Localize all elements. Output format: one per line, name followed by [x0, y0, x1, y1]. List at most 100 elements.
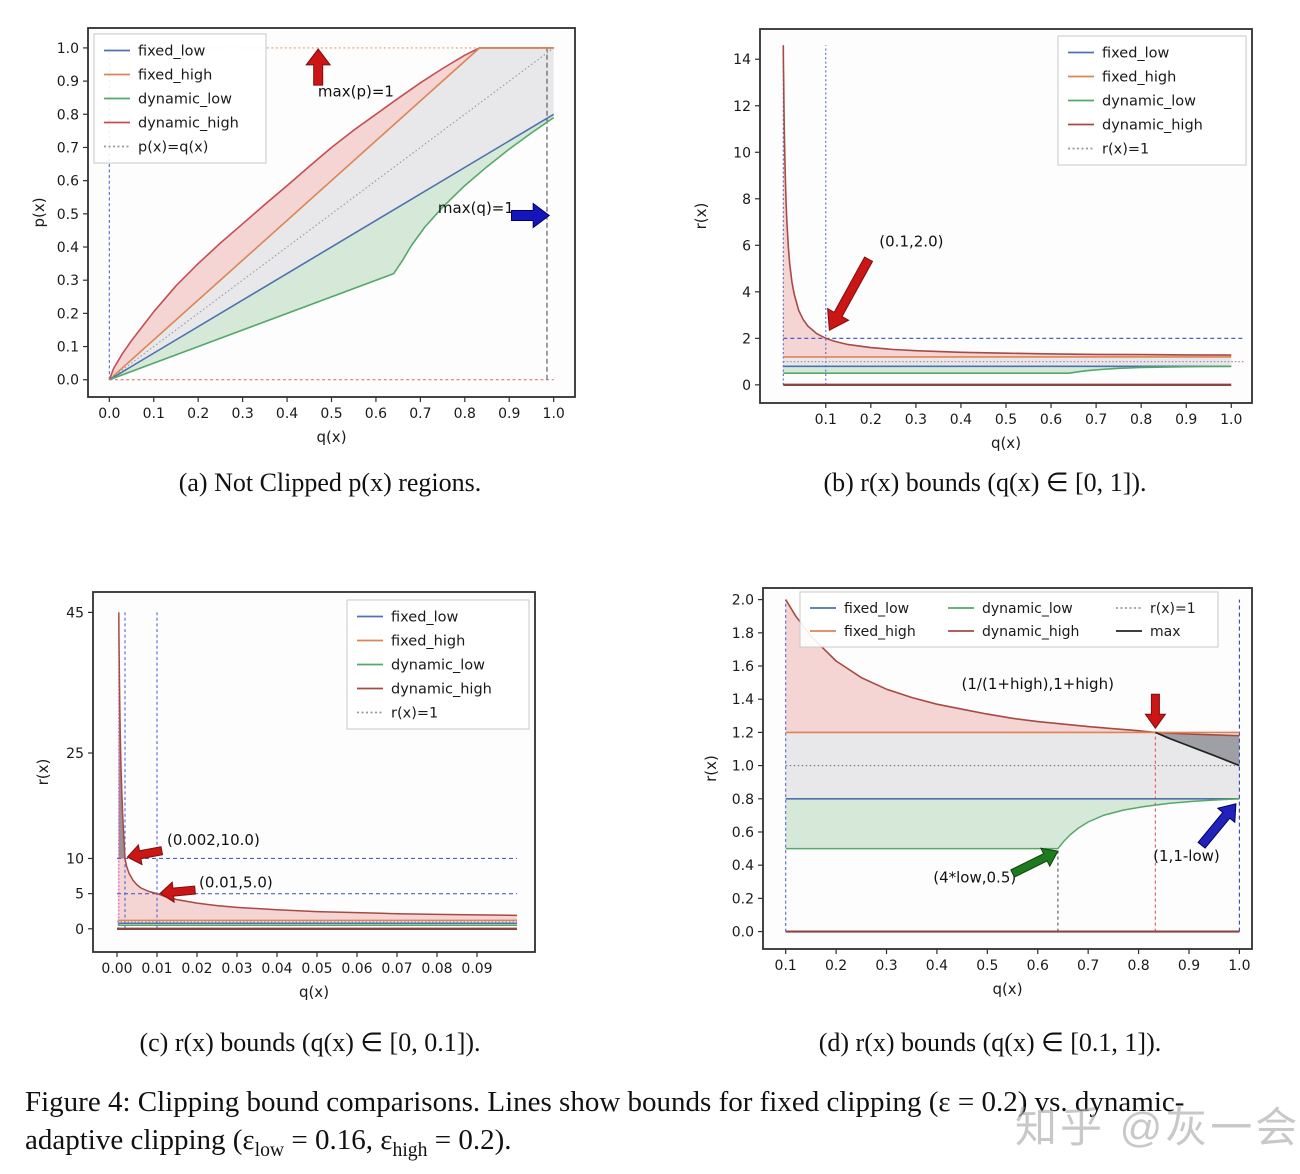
svg-text:1.4: 1.4	[732, 692, 754, 708]
svg-text:0.7: 0.7	[57, 140, 79, 156]
svg-text:p(x)=q(x): p(x)=q(x)	[138, 140, 208, 156]
svg-text:0.5: 0.5	[976, 958, 998, 974]
svg-text:0.03: 0.03	[221, 961, 252, 977]
svg-text:0.7: 0.7	[1077, 958, 1099, 974]
svg-text:fixed_low: fixed_low	[844, 601, 909, 617]
svg-text:0.4: 0.4	[926, 958, 948, 974]
svg-text:p(x): p(x)	[30, 197, 48, 227]
svg-text:0.01: 0.01	[141, 961, 172, 977]
svg-text:0.08: 0.08	[421, 961, 452, 977]
svg-text:0.8: 0.8	[732, 792, 754, 808]
svg-text:0.02: 0.02	[181, 961, 212, 977]
svg-text:dynamic_low: dynamic_low	[1102, 94, 1196, 110]
svg-text:q(x): q(x)	[991, 434, 1021, 452]
svg-text:0.04: 0.04	[261, 961, 292, 977]
svg-text:fixed_high: fixed_high	[391, 634, 465, 650]
svg-text:12: 12	[733, 99, 751, 115]
svg-text:fixed_high: fixed_high	[138, 68, 212, 84]
plot-d-rx-bounds-01-1: 0.1 0.2 0.3 0.4 0.5 0.6 0.7 0.8 0.9 1.0 0.0 0.2 0.4 0…	[702, 587, 1253, 998]
svg-text:(1/(1+high),1+high): (1/(1+high),1+high)	[962, 675, 1114, 693]
svg-text:0.4: 0.4	[950, 412, 972, 428]
svg-text:0.4: 0.4	[276, 406, 298, 422]
svg-text:0.0: 0.0	[98, 406, 120, 422]
svg-text:fixed_low: fixed_low	[1102, 46, 1170, 62]
svg-text:10: 10	[733, 145, 751, 161]
svg-text:0.07: 0.07	[381, 961, 412, 977]
svg-text:0.3: 0.3	[905, 412, 927, 428]
svg-text:r(x): r(x)	[692, 203, 710, 230]
svg-text:q(x): q(x)	[316, 428, 346, 446]
svg-text:0.00: 0.00	[101, 961, 132, 977]
svg-text:0.4: 0.4	[57, 240, 79, 256]
svg-text:0.1: 0.1	[143, 406, 165, 422]
svg-text:0.5: 0.5	[320, 406, 342, 422]
svg-text:r(x)=1: r(x)=1	[391, 706, 438, 722]
svg-text:max(q)=1: max(q)=1	[438, 199, 514, 217]
svg-text:0.1: 0.1	[775, 958, 797, 974]
svg-text:0.06: 0.06	[341, 961, 372, 977]
svg-text:0.1: 0.1	[815, 412, 837, 428]
svg-text:0.09: 0.09	[461, 961, 492, 977]
figure-caption-line1: Figure 4: Clipping bound comparisons. Li…	[25, 1086, 1185, 1118]
svg-text:0: 0	[75, 922, 84, 938]
svg-text:1.0: 1.0	[1220, 412, 1242, 428]
svg-text:0.8: 0.8	[57, 107, 79, 123]
svg-text:1.6: 1.6	[732, 659, 754, 675]
svg-text:max(p)=1: max(p)=1	[318, 83, 394, 101]
svg-text:dynamic_high: dynamic_high	[982, 624, 1079, 640]
svg-text:2.0: 2.0	[732, 593, 754, 609]
svg-text:0: 0	[742, 378, 751, 394]
svg-text:0.7: 0.7	[409, 406, 431, 422]
svg-text:0.2: 0.2	[57, 306, 79, 322]
watermark: 知乎 @灰一会	[1015, 1104, 1300, 1151]
svg-text:fixed_low: fixed_low	[138, 44, 206, 60]
svg-text:0.9: 0.9	[498, 406, 520, 422]
svg-text:fixed_low: fixed_low	[391, 610, 459, 626]
svg-text:0.6: 0.6	[1040, 412, 1062, 428]
svg-text:fixed_high: fixed_high	[1102, 70, 1176, 86]
svg-text:5: 5	[75, 887, 84, 903]
plot-b-rx-bounds-0-1: 0.1 0.2 0.3 0.4 0.5 0.6 0.7 0.8 0.9 1.0 0 2 4 6 8 10 12 1…	[692, 28, 1253, 452]
svg-text:dynamic_low: dynamic_low	[138, 92, 232, 108]
svg-text:0.6: 0.6	[365, 406, 387, 422]
svg-text:1.2: 1.2	[732, 725, 754, 741]
svg-text:4: 4	[742, 285, 751, 301]
svg-text:dynamic_low: dynamic_low	[391, 658, 485, 674]
svg-text:14: 14	[733, 52, 751, 68]
svg-text:0.1: 0.1	[57, 340, 79, 356]
subcaption-c: (c) r(x) bounds (q(x) ∈ [0, 0.1]).	[139, 1028, 481, 1057]
svg-text:0.0: 0.0	[732, 925, 754, 941]
svg-text:1.0: 1.0	[57, 41, 79, 57]
svg-text:max: max	[1150, 624, 1181, 640]
svg-text:dynamic_high: dynamic_high	[1102, 118, 1203, 134]
svg-text:r(x)=1: r(x)=1	[1102, 142, 1149, 158]
svg-text:0.8: 0.8	[1127, 958, 1149, 974]
svg-text:1.8: 1.8	[732, 626, 754, 642]
svg-text:0.0: 0.0	[57, 373, 79, 389]
svg-text:0.6: 0.6	[732, 825, 754, 841]
svg-text:fixed_high: fixed_high	[844, 624, 916, 640]
svg-text:0.2: 0.2	[860, 412, 882, 428]
svg-text:q(x): q(x)	[299, 983, 329, 1001]
svg-text:10: 10	[66, 851, 84, 867]
svg-text:0.7: 0.7	[1085, 412, 1107, 428]
svg-text:0.3: 0.3	[57, 273, 79, 289]
subcaption-a: (a) Not Clipped p(x) regions.	[178, 468, 482, 497]
svg-text:25: 25	[66, 746, 84, 762]
svg-text:0.05: 0.05	[301, 961, 332, 977]
subcaption-b: (b) r(x) bounds (q(x) ∈ [0, 1]).	[823, 468, 1147, 497]
svg-text:0.6: 0.6	[1027, 958, 1049, 974]
svg-text:(0.01,5.0): (0.01,5.0)	[199, 873, 273, 891]
figure-caption: Figure 4: Clipping bound comparisons. Li…	[25, 1083, 1287, 1169]
svg-text:r(x): r(x)	[34, 759, 52, 786]
svg-text:0.4: 0.4	[732, 858, 754, 874]
svg-text:45: 45	[66, 605, 84, 621]
svg-text:0.6: 0.6	[57, 174, 79, 190]
svg-text:1.0: 1.0	[543, 406, 565, 422]
svg-text:0.5: 0.5	[57, 207, 79, 223]
svg-text:r(x): r(x)	[702, 755, 720, 782]
svg-text:(1,1-low): (1,1-low)	[1153, 847, 1220, 865]
svg-text:6: 6	[742, 238, 751, 254]
svg-text:0.2: 0.2	[825, 958, 847, 974]
svg-text:q(x): q(x)	[992, 980, 1022, 998]
